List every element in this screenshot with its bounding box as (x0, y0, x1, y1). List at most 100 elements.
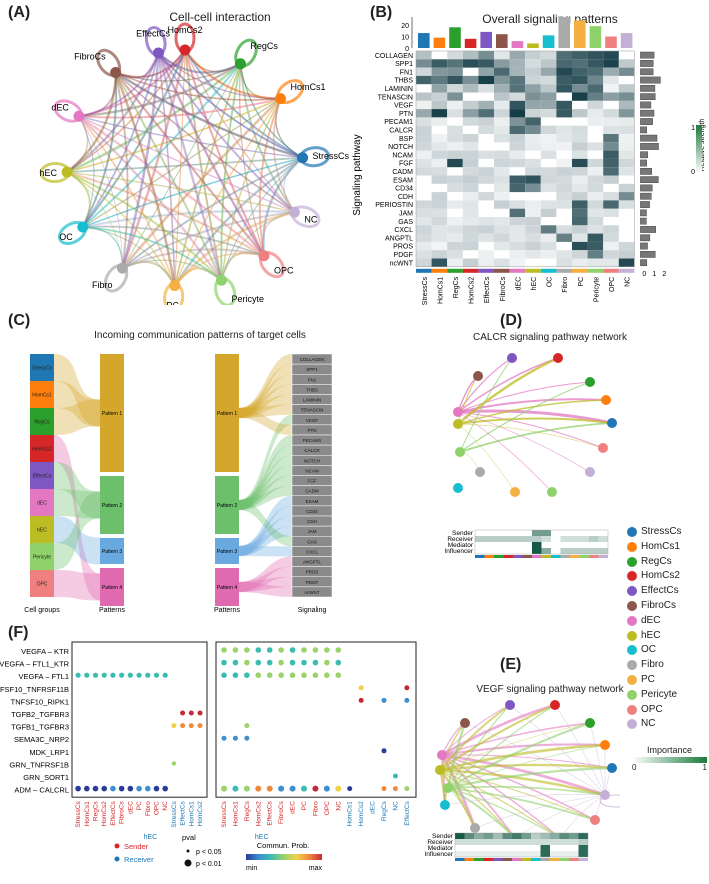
a-edge (82, 225, 223, 282)
f-dot (404, 786, 410, 792)
b-cell (618, 158, 635, 168)
c-signaling-label: PDGF (306, 580, 319, 585)
legend-label-stresscs: StressCs (641, 526, 682, 537)
a-edge (122, 248, 265, 269)
net-role-label: Influencer (424, 851, 453, 858)
a-edge (157, 52, 223, 281)
panel-b-letter: (B) (370, 4, 393, 21)
b-cell (587, 51, 604, 60)
f-legend-min: min (246, 865, 257, 872)
a-edge (114, 72, 176, 286)
net-role-strip (474, 858, 484, 861)
c-flow (239, 576, 292, 593)
net-role-cell (550, 833, 560, 839)
f-left-col-label: EffectCs (180, 800, 187, 825)
net-role-strip (550, 858, 560, 861)
b-row-label: CXCL (394, 227, 413, 234)
a-edge (220, 63, 242, 281)
a-edge (66, 171, 176, 286)
b-bar-hec (527, 43, 539, 48)
b-col-label: hEC (531, 277, 538, 291)
net-role-strip (569, 858, 579, 861)
a-edge (121, 260, 176, 287)
a-edge (82, 98, 281, 228)
b-row-label: PECAM1 (384, 119, 413, 126)
f-dot (197, 710, 203, 716)
b-cell (494, 109, 510, 118)
b-cell (447, 125, 463, 134)
f-legend-p1-dot (186, 849, 190, 853)
net-edge (514, 794, 606, 839)
a-edge (82, 63, 241, 228)
b-cell (587, 109, 604, 118)
b-cell (431, 250, 448, 259)
a-edge (220, 157, 303, 281)
b-cell (587, 59, 604, 68)
f-dot (324, 647, 330, 653)
f-dot (197, 723, 203, 729)
b-cell (603, 125, 619, 134)
a-label-fibrocs: FibroCs (74, 51, 106, 61)
b-cell (556, 200, 572, 209)
b-cell (509, 100, 526, 110)
b-cell (556, 67, 572, 76)
c-group-label: hEC (37, 528, 47, 534)
c-signaling-label: NCAM (305, 468, 319, 473)
c-right-pattern (215, 568, 239, 606)
b-cell (618, 134, 635, 143)
b-cell (509, 67, 526, 76)
net-edge (457, 423, 516, 493)
b-cell (494, 75, 510, 85)
f-legend-sender-dot (114, 843, 120, 849)
c-signaling (291, 586, 333, 598)
a-node-homcs1 (274, 93, 286, 105)
a-edge (115, 72, 128, 269)
b-strength-tick: 0 (642, 271, 646, 278)
net-edge (457, 357, 513, 413)
c-signaling-label: THBS (306, 387, 318, 392)
net-node-pc (510, 487, 520, 497)
b-cell (462, 208, 479, 217)
b-bar-effectcs (480, 31, 492, 48)
c-signaling-label: TENASCIN (301, 408, 324, 413)
a-edge (66, 171, 295, 213)
a-edge (115, 49, 186, 79)
b-cell (603, 192, 619, 201)
net-role-strip (589, 555, 599, 558)
importance-legend: Importance 0 1 (632, 745, 707, 775)
net-role-strip (579, 555, 589, 558)
f-legend-prob-bar (246, 854, 322, 860)
net-role-cell (455, 851, 465, 857)
b-cell (509, 233, 526, 242)
a-edge (115, 71, 281, 101)
net-node-hec (453, 419, 463, 429)
net-role-cell (484, 536, 494, 542)
c-flow (239, 407, 292, 435)
net-role-cell (474, 833, 484, 839)
b-cell (618, 150, 635, 159)
c-footer-label: Cell groups (24, 607, 60, 614)
f-dot (75, 672, 81, 678)
net-node-regcs (585, 718, 595, 728)
f-dot (188, 723, 194, 729)
f-right-col-label: HomCs1 (347, 801, 354, 827)
c-signaling-label: CD34 (306, 509, 318, 514)
b-cell (618, 84, 635, 93)
b-cell (494, 258, 510, 267)
c-group-dec (30, 489, 54, 516)
c-signaling-label: NOTCH (304, 458, 320, 463)
f-dot (404, 685, 410, 691)
f-pair-label: TGFB2_TGFBR3 (11, 710, 69, 719)
b-cell (494, 167, 510, 176)
b-cell (556, 250, 572, 259)
a-edge (239, 63, 281, 100)
f-right-col-label: RegCs (244, 800, 251, 821)
b-cell (572, 250, 588, 259)
a-edge (122, 49, 186, 269)
c-flow (54, 354, 100, 427)
b-cell (462, 134, 479, 143)
net-role-cell (540, 845, 550, 851)
b-cell (540, 67, 557, 76)
a-edge (184, 49, 241, 72)
f-dot (312, 647, 319, 653)
